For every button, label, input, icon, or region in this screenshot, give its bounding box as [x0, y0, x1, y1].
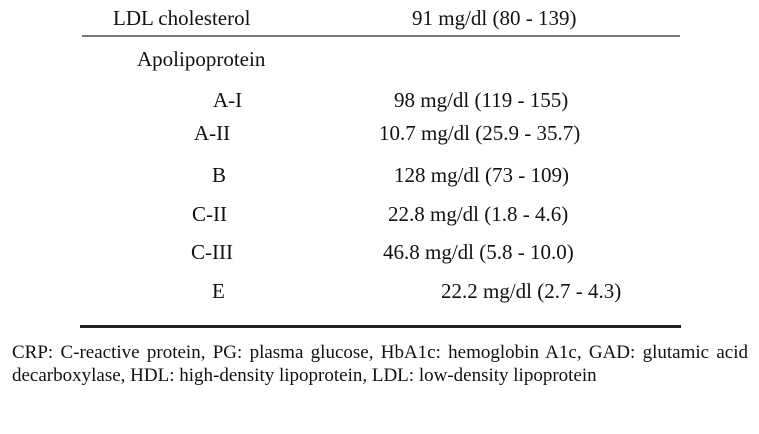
row-label-b: B	[212, 163, 227, 187]
row-value-c-iii: 46.8 mg/dl (5.8 - 10.0)	[383, 240, 574, 264]
row-label-e: E	[212, 279, 225, 303]
row-value-b: 128 mg/dl (73 - 109)	[394, 163, 569, 187]
row-label-a-i: A-I	[213, 88, 243, 112]
row-label-c-ii: C-II	[192, 202, 227, 226]
row-value-a-i: 98 mg/dl (119 - 155)	[394, 88, 569, 112]
row-value-e: 22.2 mg/dl (2.7 - 4.3)	[441, 279, 622, 303]
row-label-apolipoprotein: Apolipoprotein	[137, 47, 266, 71]
row-label-c-iii: C-III	[191, 240, 233, 264]
table-bottom-rule	[80, 325, 681, 328]
row-label-a-ii: A-II	[194, 121, 231, 145]
row-label-ldl-cholesterol: LDL cholesterol	[113, 6, 251, 30]
table-footnote: CRP: C-reactive protein, PG: plasma gluc…	[12, 342, 748, 386]
row-value-a-ii: 10.7 mg/dl (25.9 - 35.7)	[379, 121, 581, 145]
row-value-c-ii: 22.8 mg/dl (1.8 - 4.6)	[388, 202, 569, 226]
row-value-ldl-cholesterol: 91 mg/dl (80 - 139)	[412, 6, 577, 30]
table-divider	[82, 35, 680, 37]
